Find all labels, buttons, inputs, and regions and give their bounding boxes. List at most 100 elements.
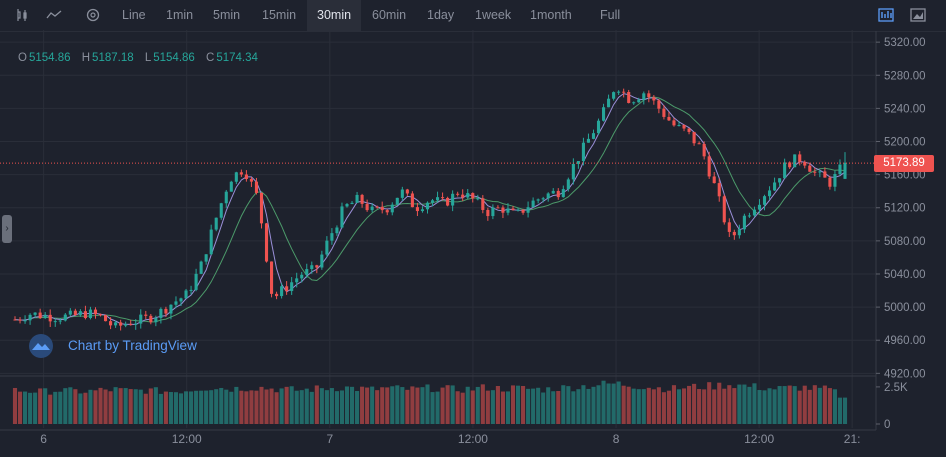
candle-body <box>662 108 666 117</box>
volume-bar <box>430 392 435 424</box>
volume-bar <box>88 389 93 424</box>
volume-bar <box>380 387 385 424</box>
candle-body <box>18 319 22 321</box>
candle-body <box>828 177 832 187</box>
candle-body <box>300 274 304 279</box>
candle-body <box>657 100 661 109</box>
volume-bar <box>128 389 133 424</box>
candle-body <box>350 202 354 205</box>
candles-icon[interactable] <box>14 7 30 23</box>
candle-body <box>310 265 314 270</box>
candle-body <box>722 196 726 223</box>
ohlc-legend: O 5154.86 H 5187.18 L 5154.86 C 5174.34 <box>18 52 266 64</box>
volume-bar <box>581 385 586 424</box>
candle-body <box>778 178 782 183</box>
candle-body <box>320 254 324 268</box>
volume-bar <box>576 389 581 424</box>
candle-body <box>375 206 379 208</box>
interval-1month[interactable]: 1month <box>530 8 572 22</box>
candle-body <box>360 194 364 204</box>
volume-bar <box>782 386 787 424</box>
screenshot-icon[interactable] <box>910 7 926 23</box>
volume-bar <box>264 389 269 424</box>
volume-bar <box>415 387 420 424</box>
volume-bar <box>365 387 370 424</box>
interval-5min[interactable]: 5min <box>213 8 241 22</box>
time-tick-label: 6 <box>40 432 47 446</box>
candle-body <box>612 92 616 99</box>
time-tick-label: 8 <box>613 432 620 446</box>
volume-bar <box>526 388 531 424</box>
candle-body <box>642 93 646 100</box>
candle-body <box>295 278 299 283</box>
volume-bar <box>500 391 505 424</box>
candle-body <box>345 204 349 207</box>
candle-body <box>466 193 470 198</box>
candle-body <box>224 191 228 204</box>
volume-bar <box>334 391 339 424</box>
candle-body <box>446 197 450 206</box>
interval-60min[interactable]: 60min <box>372 8 407 22</box>
interval-15min[interactable]: 15min <box>262 8 297 22</box>
interval-1min[interactable]: 1min <box>166 8 194 22</box>
candle-body <box>536 199 540 201</box>
candle-body <box>395 197 399 205</box>
volume-bar <box>344 386 350 424</box>
open-value: 5154.86 <box>28 52 71 64</box>
volume-bar <box>676 389 682 424</box>
volume-bar <box>722 388 727 424</box>
volume-bar <box>28 392 33 424</box>
high-label: H <box>81 52 91 64</box>
candle-body <box>305 269 309 275</box>
volume-bar <box>339 390 345 424</box>
candle-body <box>430 200 435 203</box>
candle-body <box>788 162 792 168</box>
volume-bar <box>601 380 606 424</box>
interval-full[interactable]: Full <box>600 8 621 22</box>
price-tick-label: 5240.00 <box>884 103 926 115</box>
line-chart-icon[interactable] <box>46 7 62 23</box>
candle-body <box>672 120 676 126</box>
candle-body <box>566 179 570 190</box>
chart-style-icon[interactable] <box>878 7 894 23</box>
candle-body <box>737 229 741 236</box>
volume-bar <box>153 387 158 424</box>
candle-body <box>425 202 430 210</box>
interval-1day[interactable]: 1day <box>427 8 455 22</box>
interval-line[interactable]: Line <box>122 8 146 22</box>
volume-bar <box>707 382 712 424</box>
volume-bar <box>189 391 194 424</box>
volume-bar <box>842 397 848 424</box>
interval-1week[interactable]: 1week <box>475 8 512 22</box>
volume-bar <box>606 383 611 424</box>
volume-bar <box>475 386 480 424</box>
candle-body <box>219 203 223 218</box>
settings-icon[interactable] <box>85 7 101 23</box>
tradingview-cloud-icon <box>29 334 53 358</box>
candle-body <box>33 312 37 315</box>
side-panel-toggle[interactable]: › <box>2 215 12 243</box>
price-tick-label: 4920.00 <box>884 368 926 380</box>
candle-body <box>259 192 264 224</box>
volume-bar <box>279 388 284 424</box>
volume-bar <box>244 391 249 424</box>
volume-bar <box>304 388 309 424</box>
volume-bar <box>505 391 511 424</box>
volume-bar <box>78 393 83 424</box>
volume-bar <box>687 385 692 424</box>
volume-bar <box>234 386 239 424</box>
volume-bar <box>802 385 807 424</box>
volume-bar <box>717 382 722 424</box>
volume-bar <box>596 385 601 424</box>
candle-body <box>491 207 495 217</box>
volume-bar <box>214 389 219 424</box>
candle-body <box>596 120 601 134</box>
candle-body <box>803 161 807 166</box>
volume-tick-label: 2.5K <box>884 382 908 394</box>
price-tick-label: 5280.00 <box>884 70 926 82</box>
interval-30min[interactable]: 30min <box>307 0 362 31</box>
candle-body <box>742 215 746 230</box>
tradingview-brand[interactable]: Chart by TradingView <box>26 334 197 358</box>
candle-body <box>622 91 626 93</box>
